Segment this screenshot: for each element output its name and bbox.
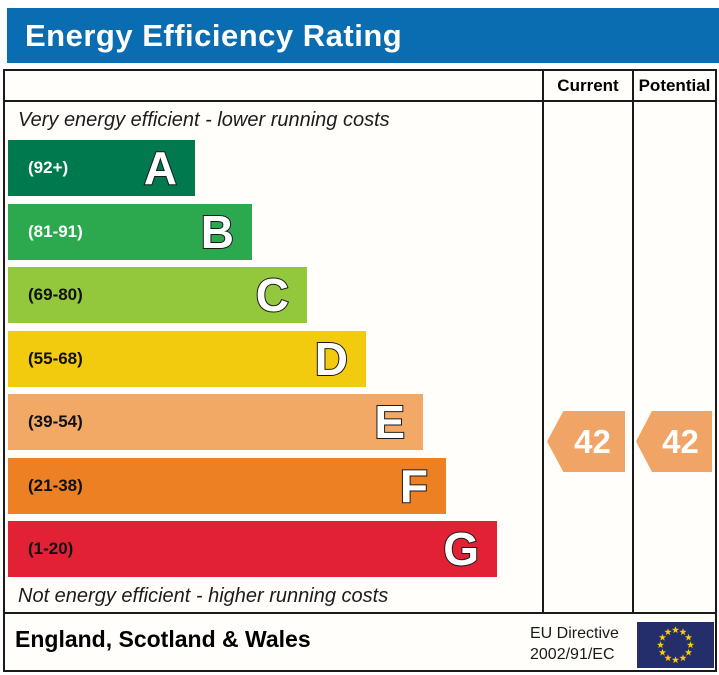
band-c-letter: C [255,269,290,321]
band-e-letter: E [373,396,406,448]
band-b-letter: B [200,205,235,258]
band-g-letter: G [442,523,480,575]
eu-directive-label: EU Directive 2002/91/EC [530,623,619,665]
rating-bands: (92+) A (81-91) B (69-80) C (55-68) D (3… [8,140,497,585]
bottom-note: Not energy efficient - higher running co… [18,585,389,607]
eu-directive-line1: EU Directive [530,625,619,642]
current-rating-value: 42 [574,422,611,460]
band-d: (55-68) D [8,330,366,387]
band-b-range: (81-91) [28,221,83,241]
band-e-range: (39-54) [28,412,83,431]
page-title: Energy Efficiency Rating [25,17,403,53]
band-d-range: (55-68) [28,348,83,368]
current-column-line [542,69,544,614]
footer-divider-line [3,612,717,614]
top-note: Very energy efficient - lower running co… [18,109,390,131]
band-a: (92+) A [8,140,195,196]
potential-column-line [632,69,634,614]
band-e: (39-54) E [8,394,423,450]
band-d-letter: D [314,332,349,385]
band-a-letter: A [143,142,178,194]
current-column-header: Current [557,76,619,95]
potential-rating-value: 42 [662,422,699,460]
band-f: (21-38) F [8,457,446,514]
title-bar: Energy Efficiency Rating [7,8,719,63]
band-f-range: (21-38) [28,475,83,495]
eu-directive-line2: 2002/91/EC [530,646,615,663]
band-c: (69-80) C [8,267,307,323]
potential-column-header: Potential [638,76,711,95]
band-c-range: (69-80) [28,285,83,304]
band-g-range: (1-20) [28,539,74,558]
eu-flag-icon [637,622,714,668]
current-rating-arrow: 42 [547,411,625,472]
potential-rating-arrow: 42 [636,411,712,472]
region-label: England, Scotland & Wales [15,626,311,652]
header-divider-line [3,100,717,102]
band-g: (1-20) G [8,521,497,577]
band-f-letter: F [399,459,429,512]
band-a-range: (92+) [28,158,69,177]
band-b: (81-91) B [8,203,252,260]
